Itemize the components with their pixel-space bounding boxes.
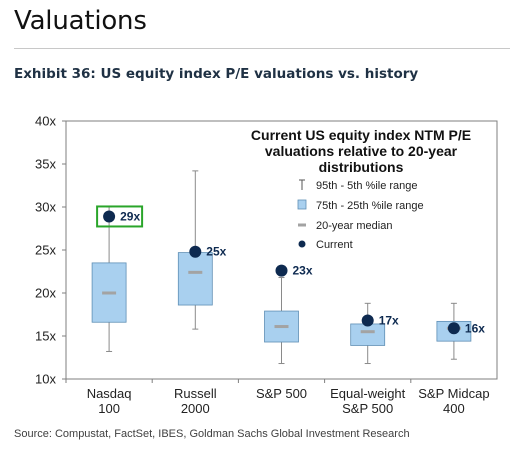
box-group: 17x bbox=[350, 302, 399, 365]
current-dot bbox=[447, 322, 460, 335]
legend-box-swatch bbox=[297, 199, 307, 210]
y-tick-label: 25x bbox=[35, 243, 56, 258]
legend: 95th - 5th %ile range 75th - 25th %ile ra… bbox=[297, 179, 424, 251]
x-tick-label: S&P Midcap 400 bbox=[418, 386, 489, 416]
current-highlight-box bbox=[96, 205, 144, 228]
x-axis: Nasdaq 100 Russell 2000 S&P 500 Equal-weight S… bbox=[65, 379, 490, 416]
iqr-box bbox=[177, 252, 213, 306]
box-group: 25x bbox=[177, 170, 227, 330]
y-tick-label: 20x bbox=[35, 286, 56, 301]
current-dot bbox=[189, 245, 202, 258]
current-value-label: 23x bbox=[293, 264, 313, 278]
x-tick-label: S&P 500 bbox=[256, 386, 307, 401]
current-dot bbox=[103, 210, 116, 223]
exhibit-title: Exhibit 36: US equity index P/E valuatio… bbox=[14, 66, 419, 82]
source-note: Source: Compustat, FactSet, IBES, Goldma… bbox=[14, 428, 410, 440]
legend-median-label: 20-year median bbox=[316, 220, 392, 232]
current-value-label: 17x bbox=[379, 314, 399, 328]
x-tick-label: Equal-weight S&P 500 bbox=[330, 386, 406, 416]
box-plot-series: 29x 25x 23x 17x 16x bbox=[91, 170, 485, 365]
section-divider bbox=[14, 48, 510, 49]
y-tick-label: 30x bbox=[35, 200, 56, 215]
y-axis: 10x 15x 20x 25x 30x 35x 40x bbox=[35, 114, 66, 387]
current-value-label: 16x bbox=[465, 321, 485, 335]
x-tick-label: Russell 2000 bbox=[174, 386, 217, 416]
legend-whisker-label: 95th - 5th %ile range bbox=[316, 180, 418, 192]
box-group: 23x bbox=[264, 264, 313, 365]
box-group: 29x bbox=[91, 205, 144, 352]
y-tick-label: 10x bbox=[35, 372, 56, 387]
y-tick-label: 40x bbox=[35, 114, 56, 129]
current-value-label: 25x bbox=[206, 245, 226, 259]
chart-title-line: Current US equity index NTM P/E bbox=[251, 127, 471, 143]
legend-current-label: Current bbox=[316, 239, 353, 251]
chart-title-line: valuations relative to 20-year bbox=[265, 143, 458, 159]
current-dot bbox=[275, 264, 288, 277]
legend-box-label: 75th - 25th %ile range bbox=[316, 200, 424, 212]
current-dot bbox=[361, 314, 374, 327]
y-tick-label: 35x bbox=[35, 157, 56, 172]
legend-current-swatch bbox=[298, 240, 306, 248]
x-tick-label: Nasdaq 100 bbox=[87, 386, 132, 416]
section-title: Valuations bbox=[14, 6, 147, 36]
current-value-label: 29x bbox=[120, 209, 140, 223]
chart-title: Current US equity index NTM P/Evaluation… bbox=[251, 127, 471, 175]
y-tick-label: 15x bbox=[35, 329, 56, 344]
box-group: 16x bbox=[436, 302, 485, 360]
chart-title-line: distributions bbox=[319, 159, 404, 175]
